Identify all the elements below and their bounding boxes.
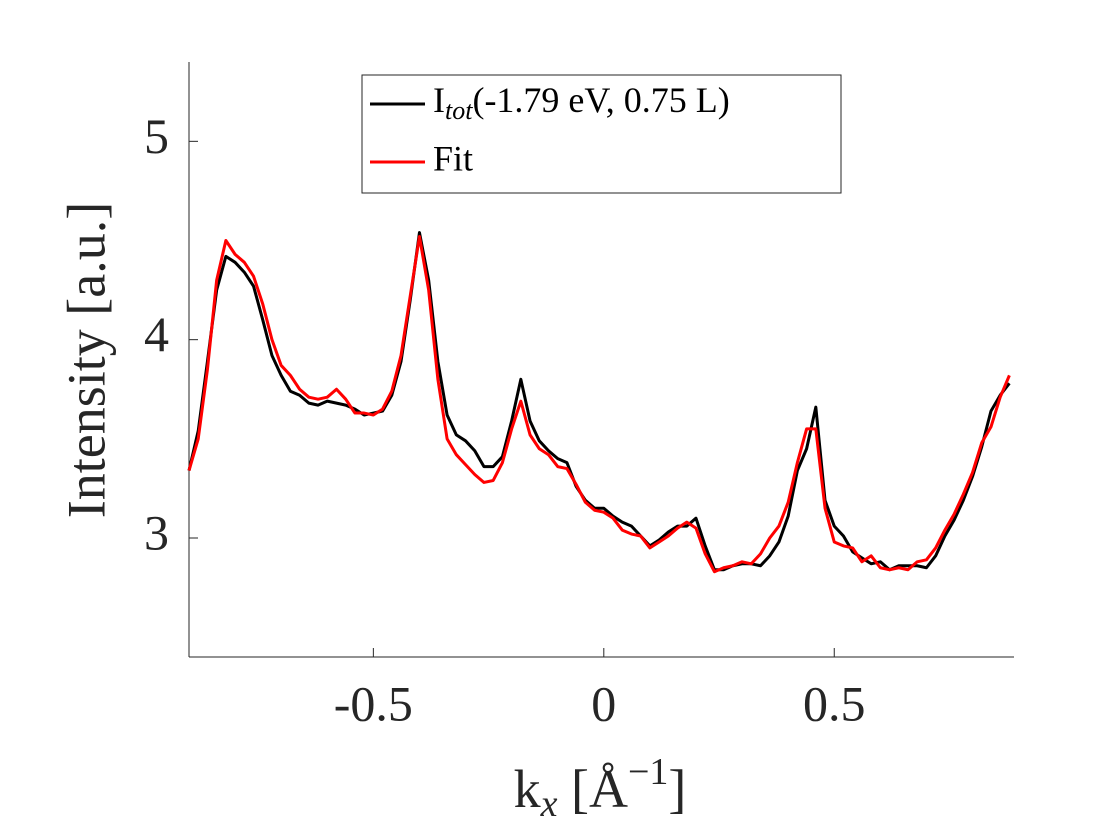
legend-label-sub: tot: [445, 96, 473, 125]
series-line: [187, 235, 1011, 574]
y-tick-label: 4: [144, 306, 169, 362]
y-axis-label: Intensity [a.u.]: [56, 202, 116, 518]
x-label-part: k: [514, 759, 541, 819]
x-label-part: [Å: [557, 759, 627, 819]
x-tick-label: -0.5: [334, 675, 413, 731]
legend-label-part: I: [433, 80, 445, 120]
x-label-sub: x: [540, 783, 558, 825]
x-label-sup: −1: [628, 751, 668, 793]
legend-box: [361, 74, 842, 194]
legend-label-part: (-1.79 eV, 0.75 L): [472, 80, 729, 120]
y-tick-label: 5: [144, 108, 169, 164]
x-axis-label: kx [Å−1]: [514, 751, 687, 825]
x-tick-label: 0: [591, 675, 616, 731]
legend-label: Fit: [433, 138, 473, 178]
x-tick-label: 0.5: [803, 675, 866, 731]
x-label-part: ]: [668, 759, 686, 819]
legend-label: Itot(-1.79 eV, 0.75 L): [433, 80, 730, 125]
series-line: [187, 231, 1011, 572]
y-tick-label: 3: [144, 504, 169, 560]
